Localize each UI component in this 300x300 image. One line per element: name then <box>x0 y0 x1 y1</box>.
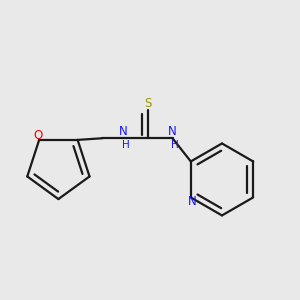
Text: O: O <box>33 130 42 142</box>
Text: S: S <box>144 97 152 110</box>
Text: H: H <box>122 140 129 150</box>
Text: N: N <box>168 124 177 138</box>
Text: N: N <box>188 195 197 208</box>
Text: H: H <box>171 140 178 150</box>
Text: N: N <box>119 124 128 138</box>
